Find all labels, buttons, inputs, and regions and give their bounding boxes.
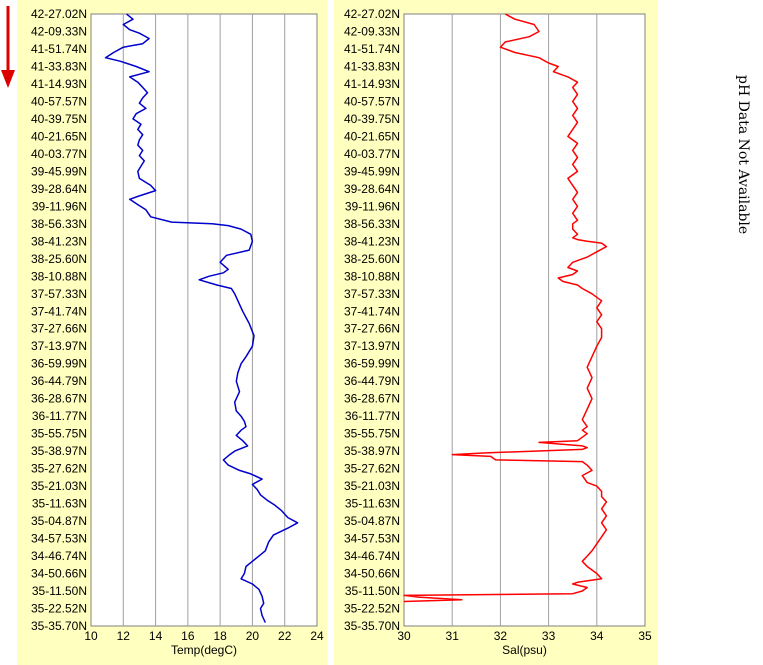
temp-y-tick-label: 39-11.96N bbox=[32, 199, 87, 213]
temp-x-tick-label: 10 bbox=[84, 629, 98, 643]
temp-y-tick-label: 40-03.77N bbox=[31, 147, 87, 161]
temp-y-tick-label: 36-28.67N bbox=[31, 392, 87, 406]
sal-y-tick-label: 34-46.74N bbox=[344, 549, 400, 563]
sal-y-tick-label: 36-28.67N bbox=[344, 392, 400, 406]
temp-y-tick-label: 35-11.63N bbox=[32, 497, 87, 511]
temp-y-tick-label: 35-21.03N bbox=[31, 479, 87, 493]
sal-y-tick-label: 35-22.52N bbox=[344, 602, 400, 616]
temp-y-tick-label: 38-25.60N bbox=[31, 252, 87, 266]
sal-x-tick-label: 30 bbox=[397, 629, 411, 643]
temp-y-tick-label: 38-10.88N bbox=[31, 269, 87, 283]
sal-y-tick-label: 35-38.97N bbox=[344, 444, 400, 458]
sal-y-tick-label: 35-27.62N bbox=[344, 462, 400, 476]
ph-note: pH Data Not Available bbox=[727, 75, 757, 335]
sal-y-tick-label: 40-03.77N bbox=[344, 147, 400, 161]
red-down-arrow-icon bbox=[0, 4, 16, 90]
sal-y-tick-label: 42-09.33N bbox=[344, 24, 400, 38]
sal-x-tick-label: 34 bbox=[590, 629, 604, 643]
temp-y-tick-label: 34-50.66N bbox=[31, 567, 87, 581]
temp-y-tick-label: 39-28.64N bbox=[31, 182, 87, 196]
sal-x-axis-label: Sal(psu) bbox=[502, 643, 547, 657]
temp-x-tick-label: 24 bbox=[310, 629, 324, 643]
temp-y-tick-label: 42-09.33N bbox=[31, 24, 87, 38]
temp-y-tick-label: 34-57.53N bbox=[31, 532, 87, 546]
sal-y-tick-label: 37-41.74N bbox=[344, 304, 400, 318]
sal-y-tick-label: 40-39.75N bbox=[344, 112, 400, 126]
temp-plot-area bbox=[90, 13, 318, 627]
temp-y-tick-label: 40-57.57N bbox=[31, 94, 87, 108]
temp-y-tick-label: 38-41.23N bbox=[31, 234, 87, 248]
temp-y-tick-label: 36-11.77N bbox=[32, 409, 87, 423]
temp-x-axis-label: Temp(degC) bbox=[171, 643, 237, 657]
ph-note-text: pH Data Not Available bbox=[735, 75, 751, 235]
sal-y-tick-label: 35-35.70N bbox=[344, 619, 400, 633]
sal-y-tick-label: 37-27.66N bbox=[344, 322, 400, 336]
sal-y-tick-label: 39-45.99N bbox=[344, 164, 400, 178]
temp-y-tick-label: 35-55.75N bbox=[31, 427, 87, 441]
temp-x-tick-label: 14 bbox=[149, 629, 163, 643]
temp-y-tick-label: 38-56.33N bbox=[31, 217, 87, 231]
temp-x-tick-label: 12 bbox=[117, 629, 131, 643]
temp-y-tick-label: 35-11.50N bbox=[32, 584, 87, 598]
sal-series-line bbox=[403, 13, 608, 603]
temp-y-tick-label: 41-51.74N bbox=[31, 42, 87, 56]
sal-y-tick-label: 35-55.75N bbox=[344, 427, 400, 441]
salinity-chart: 30 31 32 33 34 35 42-27.02N 42-09.33N 41-51.74N 4… bbox=[344, 7, 652, 657]
sal-x-tick-label: 35 bbox=[638, 629, 652, 643]
temp-y-tick-label: 40-21.65N bbox=[31, 129, 87, 143]
temp-y-tick-label: 35-38.97N bbox=[31, 444, 87, 458]
temp-y-tick-label: 36-44.79N bbox=[31, 374, 87, 388]
sal-y-tick-label: 41-14.93N bbox=[344, 77, 400, 91]
sal-y-tick-label: 37-13.97N bbox=[344, 339, 400, 353]
temp-y-tick-label: 41-33.83N bbox=[31, 59, 87, 73]
temp-y-tick-label: 40-39.75N bbox=[31, 112, 87, 126]
temp-x-tick-label: 18 bbox=[213, 629, 227, 643]
sal-y-tick-label: 36-44.79N bbox=[344, 374, 400, 388]
temperature-chart: 10 12 14 16 18 20 22 24 42-27.02N 42-09.33N 41-51.… bbox=[31, 7, 324, 657]
temp-y-tick-label: 35-27.62N bbox=[31, 462, 87, 476]
sal-y-tick-label: 35-11.63N bbox=[345, 497, 400, 511]
temp-y-tick-label: 37-13.97N bbox=[31, 339, 87, 353]
sal-x-tick-label: 32 bbox=[494, 629, 508, 643]
temperature-panel: 10 12 14 16 18 20 22 24 42-27.02N 42-09.33N 41-51.… bbox=[17, 0, 327, 665]
sal-x-tick-label: 31 bbox=[446, 629, 460, 643]
temp-y-tick-label: 37-57.33N bbox=[31, 287, 87, 301]
sal-y-tick-label: 39-11.96N bbox=[345, 199, 400, 213]
sal-y-tick-label: 35-04.87N bbox=[344, 514, 400, 528]
temp-y-tick-label: 37-41.74N bbox=[31, 304, 87, 318]
temp-y-tick-label: 35-35.70N bbox=[31, 619, 87, 633]
sal-y-tick-label: 35-21.03N bbox=[344, 479, 400, 493]
sal-y-tick-label: 40-21.65N bbox=[344, 129, 400, 143]
temp-y-tick-label: 36-59.99N bbox=[31, 357, 87, 371]
sal-plot-area bbox=[403, 13, 646, 627]
sal-y-tick-label: 38-25.60N bbox=[344, 252, 400, 266]
temp-y-tick-label: 42-27.02N bbox=[31, 7, 87, 21]
sal-y-tick-label: 34-50.66N bbox=[344, 567, 400, 581]
temp-x-tick-label: 22 bbox=[278, 629, 292, 643]
sal-y-tick-label: 42-27.02N bbox=[344, 7, 400, 21]
sal-y-tick-label: 41-51.74N bbox=[344, 42, 400, 56]
sal-y-tick-label: 36-59.99N bbox=[344, 357, 400, 371]
temp-y-tick-label: 41-14.93N bbox=[31, 77, 87, 91]
temp-y-tick-label: 37-27.66N bbox=[31, 322, 87, 336]
sal-x-tick-label: 33 bbox=[542, 629, 556, 643]
sal-y-tick-label: 39-28.64N bbox=[344, 182, 400, 196]
sal-y-tick-label: 35-11.50N bbox=[345, 584, 400, 598]
sal-y-tick-label: 41-33.83N bbox=[344, 59, 400, 73]
sal-y-tick-label: 36-11.77N bbox=[345, 409, 400, 423]
temp-series-line bbox=[104, 13, 299, 623]
salinity-panel: 30 31 32 33 34 35 42-27.02N 42-09.33N 41-51.74N 4… bbox=[334, 0, 658, 665]
sal-y-tick-label: 38-10.88N bbox=[344, 269, 400, 283]
sal-y-tick-label: 34-57.53N bbox=[344, 532, 400, 546]
temp-x-tick-label: 20 bbox=[246, 629, 260, 643]
temp-y-tick-label: 35-22.52N bbox=[31, 602, 87, 616]
temp-y-tick-label: 35-04.87N bbox=[31, 514, 87, 528]
temp-y-tick-label: 34-46.74N bbox=[31, 549, 87, 563]
temp-y-tick-label: 39-45.99N bbox=[31, 164, 87, 178]
sal-y-tick-label: 38-56.33N bbox=[344, 217, 400, 231]
sal-y-tick-label: 37-57.33N bbox=[344, 287, 400, 301]
sal-y-tick-label: 40-57.57N bbox=[344, 94, 400, 108]
sal-y-tick-label: 38-41.23N bbox=[344, 234, 400, 248]
temp-x-tick-label: 16 bbox=[181, 629, 195, 643]
